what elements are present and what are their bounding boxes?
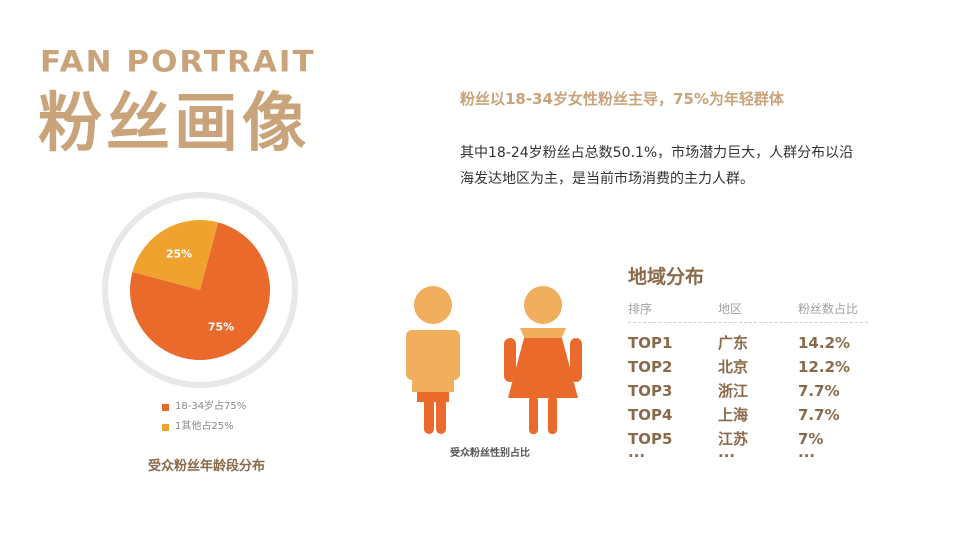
region-table: 排序 地区 粉丝数占比 TOP1 广东 14.2% TOP2 北京 12.2% … <box>628 300 868 465</box>
share-cell: 12.2% <box>798 358 851 376</box>
gender-chart-caption: 受众粉丝性别占比 <box>450 448 530 459</box>
header-region: 地区 <box>718 302 743 316</box>
rank-cell: TOP2 <box>628 358 673 376</box>
rank-cell: TOP3 <box>628 382 673 400</box>
share-cell: 14.2% <box>798 334 851 352</box>
share-cell: ··· <box>798 447 816 465</box>
rank-cell: TOP4 <box>628 406 673 424</box>
pie-slice-1 <box>130 222 270 360</box>
region-cell: 上海 <box>718 406 749 424</box>
pie-label-2: 25% <box>166 248 192 261</box>
region-cell: ··· <box>718 447 736 465</box>
female-figure-icon <box>504 286 582 434</box>
region-title: 地域分布 <box>628 266 705 288</box>
legend-label-1: 18-34岁占75% <box>175 401 247 412</box>
gender-figures <box>406 286 582 434</box>
age-chart-caption: 受众粉丝年龄段分布 <box>148 459 266 474</box>
table-row: TOP1 广东 14.2% <box>628 331 868 355</box>
legend-swatch-amber <box>162 423 169 431</box>
title-cn: 粉丝画像 <box>38 87 310 161</box>
table-row: TOP2 北京 12.2% <box>628 355 868 379</box>
headline: 粉丝以18-34岁女性粉丝主导，75%为年轻群体 <box>460 90 784 108</box>
table-row: TOP5 江苏 7% <box>628 427 868 451</box>
title-en: FAN PORTRAIT <box>40 44 316 80</box>
legend-item-2: 1其他占25% <box>162 417 246 437</box>
rank-cell: TOP5 <box>628 430 673 448</box>
legend-item-1: 18-34岁占75% <box>162 397 246 417</box>
region-table-header: 排序 地区 粉丝数占比 <box>628 300 868 323</box>
legend-label-2: 1其他占25% <box>175 421 234 432</box>
pie-slice-2 <box>132 220 219 290</box>
legend-swatch-orange <box>162 403 169 411</box>
rank-cell: ··· <box>628 447 646 465</box>
table-row: TOP4 上海 7.7% <box>628 403 868 427</box>
share-cell: 7.7% <box>798 382 840 400</box>
share-cell: 7.7% <box>798 406 840 424</box>
age-pie-chart: 75% 25% <box>102 192 298 388</box>
region-cell: 北京 <box>718 358 749 376</box>
rank-cell: TOP1 <box>628 334 673 352</box>
share-cell: 7% <box>798 430 824 448</box>
pie-label-1: 75% <box>208 320 234 333</box>
header-rank: 排序 <box>628 302 653 316</box>
pie-legend: 18-34岁占75% 1其他占25% <box>162 397 246 437</box>
male-figure-icon <box>406 286 460 434</box>
region-cell: 浙江 <box>718 382 749 400</box>
table-row-ellipsis: ··· ··· ··· <box>628 447 868 465</box>
region-cell: 江苏 <box>718 430 749 448</box>
region-cell: 广东 <box>718 334 749 352</box>
table-row: TOP3 浙江 7.7% <box>628 379 868 403</box>
header-share: 粉丝数占比 <box>798 302 859 316</box>
body-text: 其中18-24岁粉丝占总数50.1%，市场潜力巨大，人群分布以沿海发达地区为主，… <box>460 145 854 187</box>
